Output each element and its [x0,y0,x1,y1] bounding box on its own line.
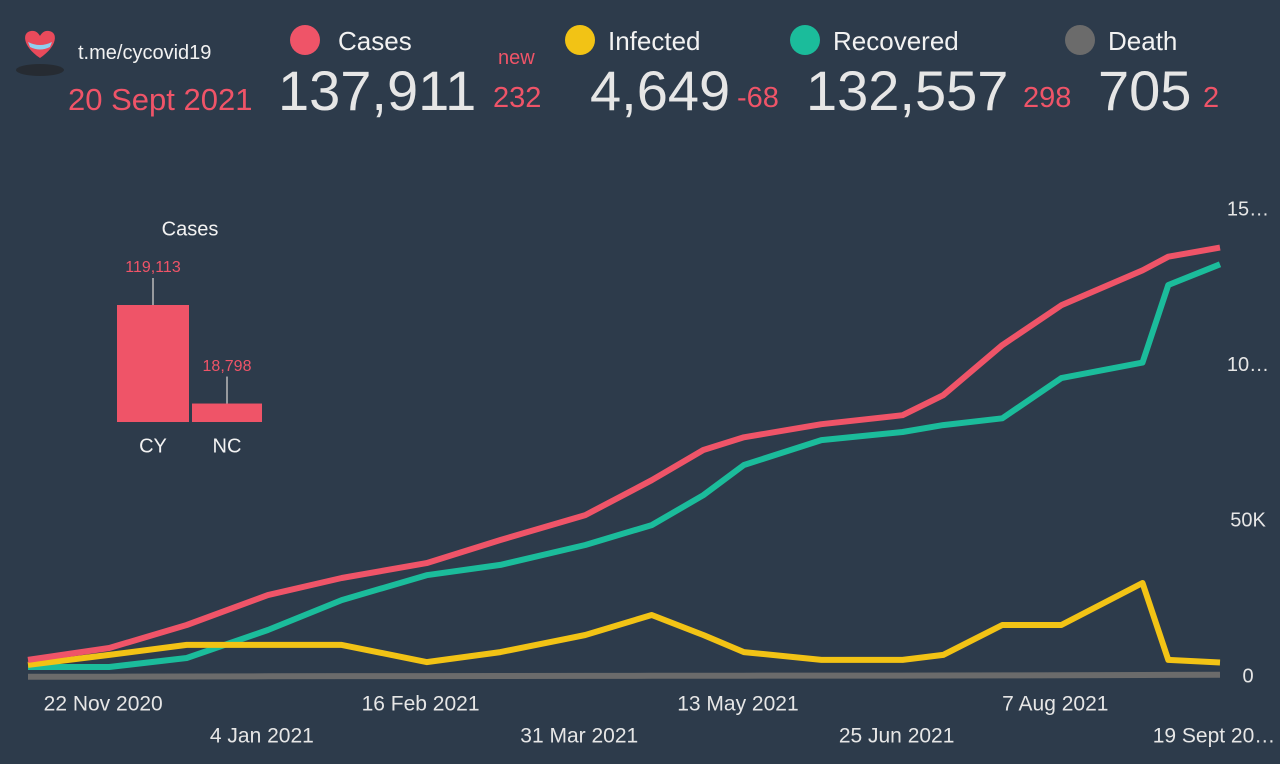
bar-value-label: 119,113 [125,259,181,276]
stat-change: -68 [737,82,779,114]
x-tick-label: 25 Jun 2021 [839,725,955,748]
series-line [27,580,1221,668]
y-tick-label: 15… [1227,198,1269,220]
legend-label: Death [1108,26,1178,56]
legend-label: Recovered [833,26,959,56]
legend-dot [1065,25,1095,55]
logo [16,30,64,76]
y-tick-label: 50K [1230,510,1266,532]
stat-change: 2 [1203,82,1220,114]
bar [192,403,262,422]
legend-label: Cases [338,26,412,56]
stat-change: 298 [1023,82,1072,114]
x-tick-label: 4 Jan 2021 [210,725,314,748]
bar-title: Cases [162,218,219,240]
series-line [27,671,1221,680]
y-tick-label: 0 [1242,665,1253,687]
source: t.me/cycovid19 [78,42,212,64]
y-tick-label: 10… [1227,354,1269,376]
x-tick-label: 13 May 2021 [677,693,798,716]
series-line [27,244,1221,663]
stat-value: 137,911 [278,59,477,122]
legend-dot [565,25,595,55]
bar-category-label: NC [213,435,242,457]
stat-value: 705 [1098,59,1192,122]
bar-category-label: CY [139,435,167,457]
x-tick-label: 16 Feb 2021 [362,693,480,716]
series-line [28,261,1222,670]
x-tick-label: 31 Mar 2021 [520,725,638,748]
legend-dot [790,25,820,55]
stat-value: 4,649 [590,59,731,122]
new-label: new [498,47,535,69]
stat-value: 132,557 [806,59,1009,122]
x-tick-label: 19 Sept 20… [1153,725,1276,748]
bar [117,305,189,422]
legend-dot [290,25,320,55]
date: 20 Sept 2021 [68,82,253,117]
x-tick-label: 22 Nov 2020 [44,693,163,716]
bar-value-label: 18,798 [203,358,252,375]
x-tick-label: 7 Aug 2021 [1002,693,1108,716]
legend-label: Infected [608,26,701,56]
stat-change: 232 [493,82,542,114]
